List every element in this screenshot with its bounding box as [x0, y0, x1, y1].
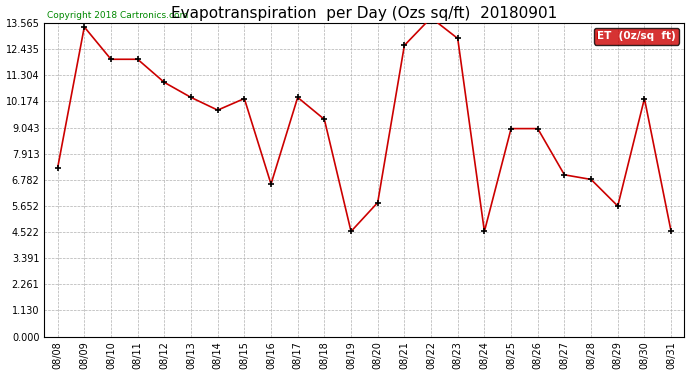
Text: Copyright 2018 Cartronics.com: Copyright 2018 Cartronics.com [48, 11, 189, 20]
Legend: ET  (0z/sq  ft): ET (0z/sq ft) [594, 28, 679, 45]
Title: Evapotranspiration  per Day (Ozs sq/ft)  20180901: Evapotranspiration per Day (Ozs sq/ft) 2… [171, 6, 558, 21]
